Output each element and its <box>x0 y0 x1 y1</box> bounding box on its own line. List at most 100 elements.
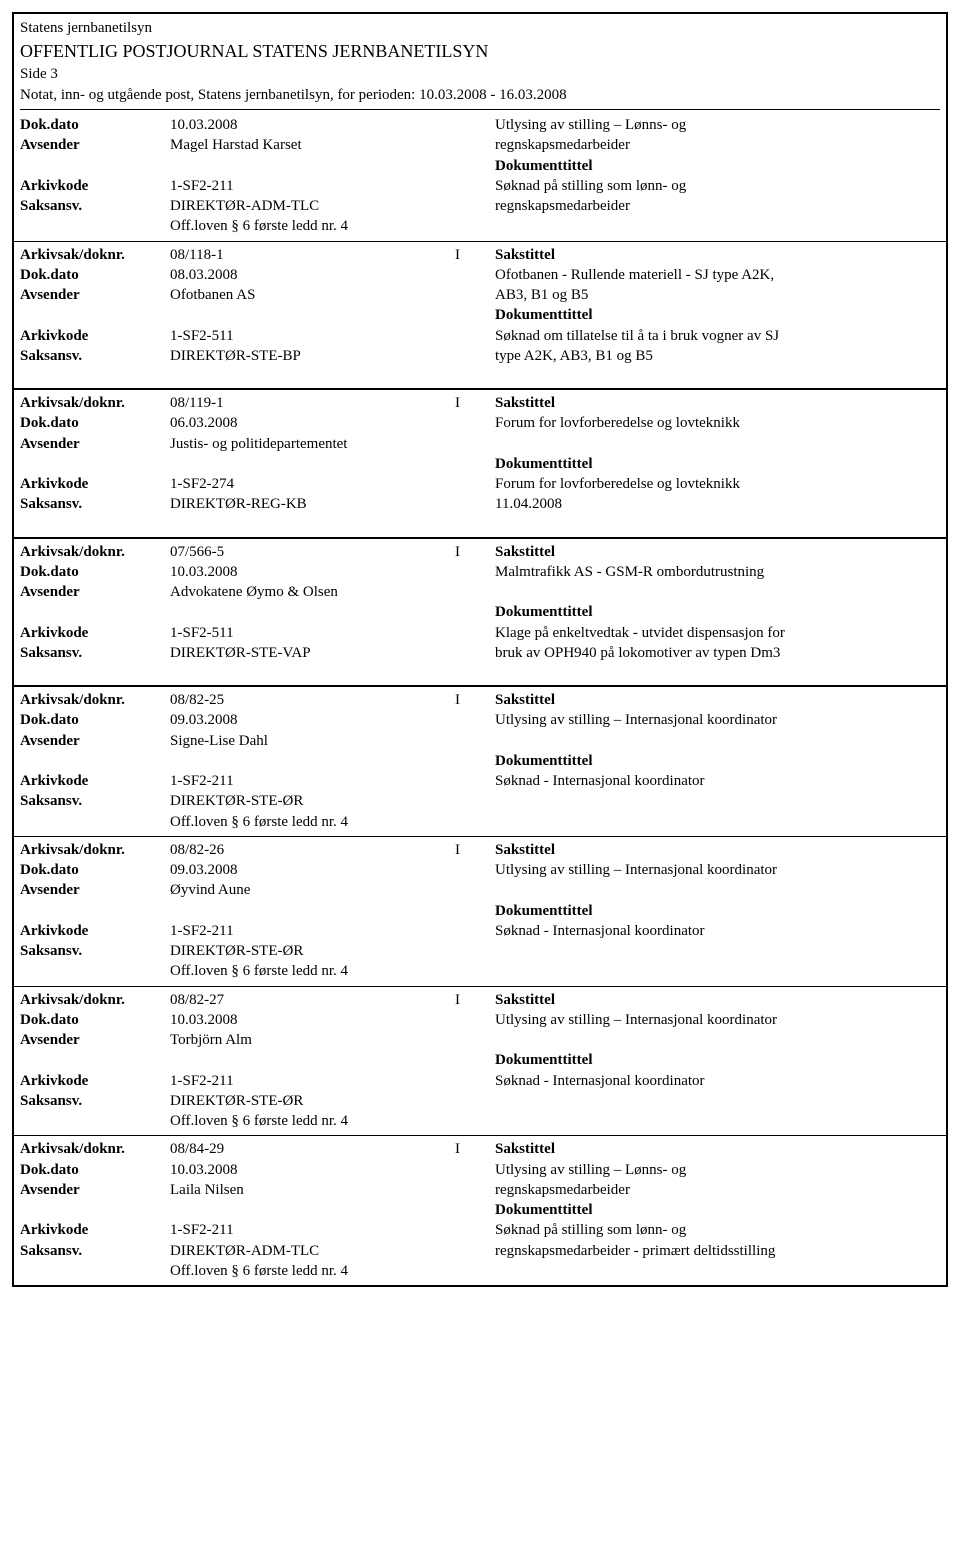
left-column: Saksansv.DIREKTØR-STE-ØR <box>20 1091 455 1111</box>
doc-type-spacer <box>455 285 495 305</box>
field-value: 1-SF2-211 <box>170 771 455 791</box>
right-column: Sakstittel <box>495 393 940 413</box>
field-value: DIREKTØR-STE-ØR <box>170 941 455 961</box>
field-value: Torbjörn Alm <box>170 1030 455 1050</box>
field-label: Arkivkode <box>20 771 170 791</box>
field-label: Saksansv. <box>20 346 170 366</box>
field-value: DIREKTØR-STE-VAP <box>170 643 455 663</box>
page-title: OFFENTLIG POSTJOURNAL STATENS JERNBANETI… <box>20 39 940 64</box>
doc-type-spacer <box>455 413 495 433</box>
field-value <box>170 156 455 176</box>
entry-row: Saksansv.DIREKTØR-ADM-TLCregnskapsmedarb… <box>20 196 940 216</box>
doc-type-spacer <box>455 1220 495 1240</box>
entry-row: Arkivkode1-SF2-511Klage på enkeltvedtak … <box>20 623 940 643</box>
doc-type-spacer <box>455 941 495 961</box>
entry-row: Dok.dato09.03.2008Utlysing av stilling –… <box>20 710 940 730</box>
entry-row: Dokumenttittel <box>20 1050 940 1070</box>
left-column: Arkivsak/doknr.08/82-25 <box>20 690 455 710</box>
org-name: Statens jernbanetilsyn <box>20 18 940 39</box>
dokumenttittel-label: Dokumenttittel <box>495 1052 593 1068</box>
doc-type-spacer <box>455 1180 495 1200</box>
left-column <box>20 454 455 474</box>
journal-entry: Arkivsak/doknr.08/119-1ISakstittelDok.da… <box>14 388 946 519</box>
entry-row: AvsenderTorbjörn Alm <box>20 1030 940 1050</box>
left-column: AvsenderMagel Harstad Karset <box>20 135 455 155</box>
field-value: DIREKTØR-STE-ØR <box>170 1091 455 1111</box>
entry-row: Dok.dato10.03.2008Utlysing av stilling –… <box>20 1160 940 1180</box>
entry-row: Arkivkode1-SF2-211Søknad - Internasjonal… <box>20 1071 940 1091</box>
left-column <box>20 156 455 176</box>
entry-row: AvsenderAdvokatene Øymo & Olsen <box>20 582 940 602</box>
entry-row: Dok.dato10.03.2008Utlysing av stilling –… <box>20 1010 940 1030</box>
field-label: Arkivsak/doknr. <box>20 542 170 562</box>
right-column: Dokumenttittel <box>495 901 940 921</box>
right-column: regnskapsmedarbeider - primært deltidsst… <box>495 1241 940 1261</box>
field-label: Dok.dato <box>20 860 170 880</box>
field-value: 08/82-26 <box>170 840 455 860</box>
entry-row: Dokumenttittel <box>20 454 940 474</box>
entry-row: AvsenderJustis- og politidepartementet <box>20 434 940 454</box>
doc-type-spacer <box>455 710 495 730</box>
doc-type-spacer <box>455 602 495 622</box>
sakstittel-label: Sakstittel <box>495 544 555 560</box>
journal-entry: Arkivsak/doknr.07/566-5ISakstittelDok.da… <box>14 537 946 668</box>
doc-type-spacer <box>455 1200 495 1220</box>
entry-row: Dokumenttittel <box>20 156 940 176</box>
left-column: AvsenderTorbjörn Alm <box>20 1030 455 1050</box>
entry-row: AvsenderSigne-Lise Dahl <box>20 731 940 751</box>
right-column: Utlysing av stilling – Internasjonal koo… <box>495 710 940 730</box>
left-column: Dok.dato10.03.2008 <box>20 562 455 582</box>
field-value <box>170 305 455 325</box>
entry-row: Dokumenttittel <box>20 602 940 622</box>
doc-type-spacer <box>455 265 495 285</box>
right-column: Dokumenttittel <box>495 602 940 622</box>
field-label: Arkivsak/doknr. <box>20 393 170 413</box>
journal-entry: Dok.dato10.03.2008Utlysing av stilling –… <box>14 112 946 241</box>
left-column: AvsenderSigne-Lise Dahl <box>20 731 455 751</box>
field-value: 09.03.2008 <box>170 860 455 880</box>
field-label: Dok.dato <box>20 265 170 285</box>
doc-type-spacer <box>455 751 495 771</box>
loven-text: Off.loven § 6 første ledd nr. 4 <box>20 216 940 236</box>
page-header: Statens jernbanetilsyn OFFENTLIG POSTJOU… <box>12 12 948 112</box>
field-label: Arkivsak/doknr. <box>20 990 170 1010</box>
doc-type-spacer <box>455 1050 495 1070</box>
right-column: AB3, B1 og B5 <box>495 285 940 305</box>
page-side: Side 3 <box>20 64 940 85</box>
journal-entry: Arkivsak/doknr.08/82-25ISakstittelDok.da… <box>14 685 946 836</box>
field-value: Advokatene Øymo & Olsen <box>170 582 455 602</box>
field-label: Saksansv. <box>20 941 170 961</box>
field-label: Arkivsak/doknr. <box>20 1139 170 1159</box>
field-value: DIREKTØR-ADM-TLC <box>170 196 455 216</box>
field-label <box>20 751 170 771</box>
field-label: Arkivkode <box>20 326 170 346</box>
field-label: Arkivsak/doknr. <box>20 840 170 860</box>
entry-row: Saksansv.DIREKTØR-STE-ØR <box>20 1091 940 1111</box>
doc-type-spacer <box>455 176 495 196</box>
field-value: DIREKTØR-REG-KB <box>170 494 455 514</box>
doc-type-spacer <box>455 1241 495 1261</box>
left-column <box>20 901 455 921</box>
field-label: Avsender <box>20 1030 170 1050</box>
field-value: 08/118-1 <box>170 245 455 265</box>
right-column: 11.04.2008 <box>495 494 940 514</box>
right-column: Sakstittel <box>495 1139 940 1159</box>
right-column: Utlysing av stilling – Internasjonal koo… <box>495 860 940 880</box>
left-column: Dok.dato08.03.2008 <box>20 265 455 285</box>
entry-row: Arkivkode1-SF2-274Forum for lovforberede… <box>20 474 940 494</box>
doc-type-spacer <box>455 494 495 514</box>
dokumenttittel-label: Dokumenttittel <box>495 158 593 174</box>
entry-row: Arkivkode1-SF2-511Søknad om tillatelse t… <box>20 326 940 346</box>
field-value: 10.03.2008 <box>170 115 455 135</box>
right-column: Sakstittel <box>495 840 940 860</box>
entry-row: Saksansv.DIREKTØR-ADM-TLCregnskapsmedarb… <box>20 1241 940 1261</box>
right-column: regnskapsmedarbeider <box>495 1180 940 1200</box>
field-label <box>20 1200 170 1220</box>
doc-type-spacer <box>455 731 495 751</box>
left-column: Arkivkode1-SF2-211 <box>20 921 455 941</box>
doc-type-spacer <box>455 921 495 941</box>
left-column: Saksansv.DIREKTØR-STE-ØR <box>20 791 455 811</box>
left-column: Arkivsak/doknr.07/566-5 <box>20 542 455 562</box>
field-value: 09.03.2008 <box>170 710 455 730</box>
left-column: Arkivkode1-SF2-274 <box>20 474 455 494</box>
